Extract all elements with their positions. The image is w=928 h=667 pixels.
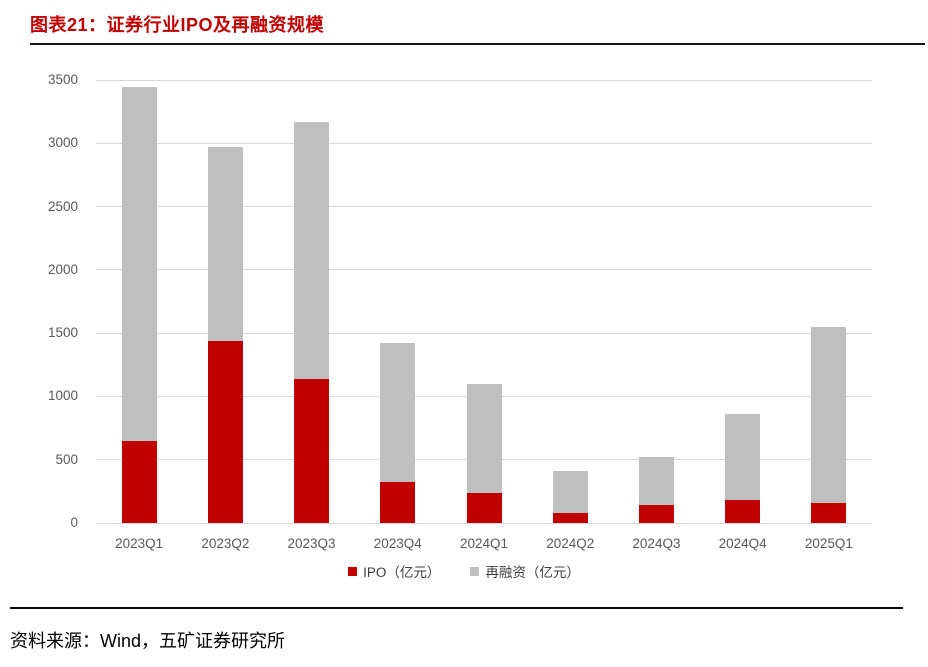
gridline <box>96 269 872 271</box>
legend-label: IPO（亿元） <box>363 565 441 580</box>
bar-segment-refinance <box>638 457 674 506</box>
y-tick-label: 1000 <box>47 388 78 404</box>
bar-segment-refinance <box>466 383 502 494</box>
bar-segment-ipo <box>207 340 243 523</box>
x-tick-label: 2024Q2 <box>546 536 595 551</box>
bar-segment-ipo <box>294 379 330 523</box>
plot-area <box>96 79 872 524</box>
bar-segment-ipo <box>380 481 416 523</box>
legend-item: 再融资（亿元） <box>470 561 580 581</box>
x-tick-label: 2024Q1 <box>459 536 509 551</box>
bar-segment-refinance <box>121 86 157 441</box>
bar-group <box>552 471 588 523</box>
legend-item: IPO（亿元） <box>348 561 440 581</box>
bar-group <box>380 342 416 523</box>
y-tick-label: 2500 <box>47 198 78 214</box>
bar-segment-refinance <box>380 342 416 482</box>
bar-segment-refinance <box>207 147 243 341</box>
bar-segment-refinance <box>552 471 588 513</box>
x-tick-label: 2023Q2 <box>201 536 250 551</box>
bar-segment-ipo <box>121 440 157 523</box>
title-underline <box>30 43 925 45</box>
gridline <box>96 332 872 334</box>
y-tick-label: 0 <box>70 515 78 530</box>
y-tick-label: 3500 <box>47 72 78 87</box>
x-tick-label: 2023Q4 <box>373 536 422 551</box>
chart-title: 图表21：证券行业IPO及再融资规模 <box>30 15 325 35</box>
bar-segment-refinance <box>811 327 847 503</box>
bar-segment-ipo <box>466 493 502 523</box>
footer-divider <box>10 607 903 609</box>
bar-group <box>207 147 243 523</box>
x-tick-label: 2025Q1 <box>804 536 853 551</box>
bar-segment-refinance <box>294 122 330 380</box>
legend-swatch-ipo <box>348 566 358 576</box>
bar-segment-ipo <box>638 505 674 523</box>
y-tick-label: 3000 <box>47 135 78 151</box>
bar-segment-refinance <box>725 414 761 500</box>
gridline <box>96 522 872 524</box>
bar-group <box>466 383 502 523</box>
bar-group <box>121 86 157 523</box>
bar-group <box>725 414 761 523</box>
legend: IPO（亿元） 再融资（亿元） <box>0 561 928 581</box>
bar-group <box>294 122 330 523</box>
legend-swatch-refinance <box>470 566 480 576</box>
gridline <box>96 206 872 208</box>
x-tick-label: 2024Q4 <box>718 536 767 551</box>
y-tick-label: 500 <box>55 451 78 467</box>
bar-group <box>811 327 847 523</box>
gridline <box>96 142 872 144</box>
bar-segment-ipo <box>811 502 847 523</box>
gridline <box>96 79 872 81</box>
x-tick-label: 2023Q3 <box>287 536 336 551</box>
source-note: 资料来源：Wind，五矿证券研究所 <box>10 631 286 651</box>
y-tick-label: 1500 <box>47 325 78 341</box>
x-tick-label: 2023Q1 <box>115 536 164 551</box>
x-tick-label: 2024Q3 <box>632 536 681 551</box>
bar-segment-ipo <box>552 512 588 523</box>
bar-group <box>638 457 674 523</box>
bar-segment-ipo <box>725 499 761 523</box>
legend-label: 再融资（亿元） <box>485 565 580 580</box>
y-tick-label: 2000 <box>47 261 78 277</box>
